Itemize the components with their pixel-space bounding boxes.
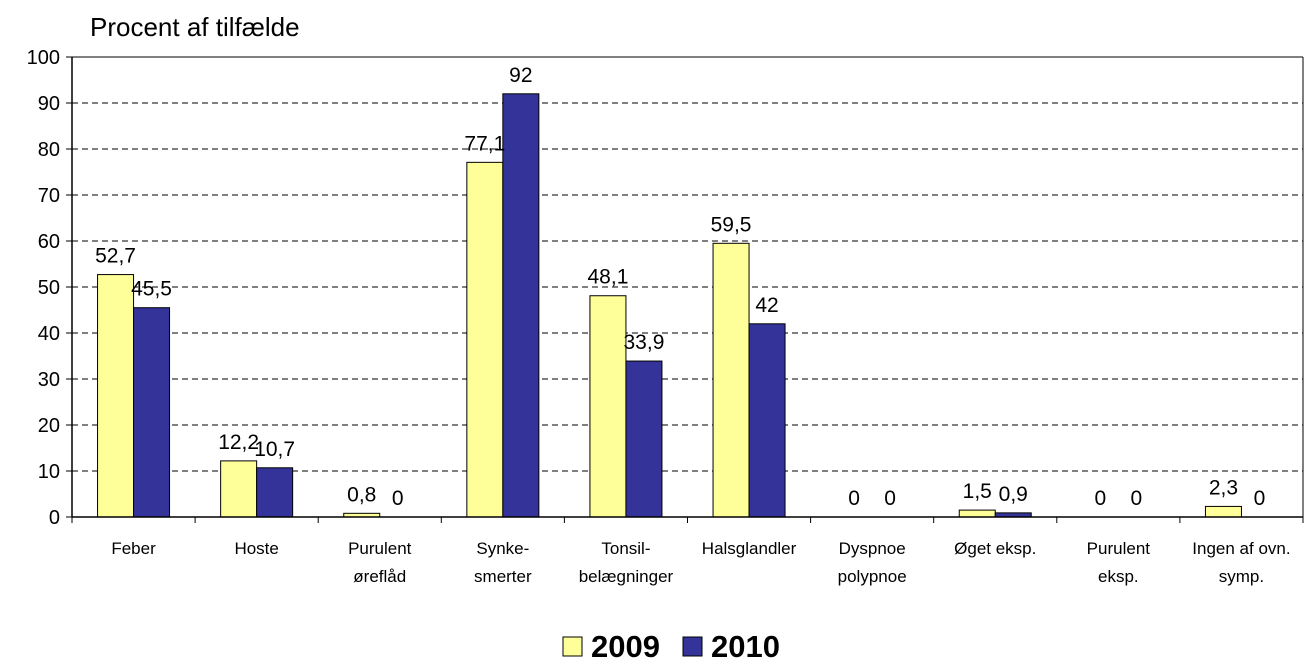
data-label-2010: 0,9 [999,483,1028,506]
data-labels: 52,7 12,2 0,8 77,1 48,1 59,5 0 1,5 0 2,3 45,5 10,7 0… [95,64,1265,510]
data-label-2009: 48,1 [588,266,629,289]
data-label-2009: 12,2 [218,431,259,454]
y-tick-label: 0 [49,507,60,529]
bar-2009 [97,274,135,518]
data-label-2010: 42 [755,294,778,317]
category-label: Synke-smerter [474,539,532,586]
category-label-line: Tonsil- [601,539,650,558]
data-label-2010: 0 [1254,487,1266,510]
data-label-2009: 52,7 [95,245,136,268]
category-label: Øget eksp. [954,539,1036,558]
category-label: Dyspnoe polypnoe [838,539,907,586]
data-label-2009: 0,8 [347,483,376,506]
category-labels: Feber Hoste Purulent øreflåd Synke-smerter To… [111,539,1290,586]
y-tick-label: 30 [38,369,60,391]
category-label: Feber [111,539,156,558]
data-label-2009: 0 [1095,487,1107,510]
bar-2010 [748,323,786,518]
data-label-2010: 0 [392,487,404,510]
category-label-line: øreflåd [353,567,406,586]
data-label-2009: 1,5 [963,480,992,503]
bar-2009 [589,295,627,518]
y-tick-label: 70 [38,185,60,207]
y-tick-label: 80 [38,139,60,161]
data-label-2010: 0 [1131,487,1143,510]
data-label-2010: 92 [509,64,532,87]
gridlines [72,56,1303,472]
bars [97,93,1242,518]
category-label-line: Feber [111,539,156,558]
category-label: Halsglandler [702,539,797,558]
bar-2010 [256,467,294,518]
data-label-2010: 0 [884,487,896,510]
data-label-2009: 77,1 [464,132,505,155]
data-label-2009: 59,5 [711,213,752,236]
category-label: Purulent øreflåd [348,539,412,586]
axes [66,56,1304,523]
legend-swatch-2009 [562,636,583,657]
data-label-2009: 2,3 [1209,476,1238,499]
y-tick-label: 50 [38,277,60,299]
y-tick-label: 20 [38,415,60,437]
data-label-2009: 0 [848,487,860,510]
category-label-line: smerter [474,567,532,586]
y-tick-label: 60 [38,231,60,253]
category-label-line: Purulent [1087,539,1151,558]
bar-2009 [220,460,258,518]
category-label: Purulent eksp. [1087,539,1151,586]
data-label-2010: 10,7 [254,438,295,461]
category-label-line: eksp. [1098,567,1139,586]
y-tick-label: 10 [38,461,60,483]
category-label-line: Synke- [476,539,529,558]
data-label-2010: 33,9 [624,331,665,354]
category-label-line: belægninger [579,567,674,586]
category-label-line: symp. [1219,567,1264,586]
category-label-line: Halsglandler [702,539,797,558]
legend-label-2010: 2010 [711,629,780,664]
y-tick-label: 40 [38,323,60,345]
bar-2009 [1204,505,1242,518]
y-tick-label: 100 [27,47,60,69]
bar-2010 [625,360,663,518]
bar-2009 [712,242,750,518]
category-label-line: polypnoe [838,567,907,586]
chart-title: Procent af tilfælde [90,12,300,42]
category-label-line: Dyspnoe [839,539,906,558]
category-label: Hoste [234,539,278,558]
y-tick-label: 90 [38,93,60,115]
data-label-2010: 45,5 [131,278,172,301]
bar-2009 [958,509,996,518]
category-label: Tonsil-belægninger [579,539,674,586]
category-label-line: Ingen af ovn. [1192,539,1290,558]
bar-2010 [133,307,171,518]
category-label: Ingen af ovn. symp. [1192,539,1290,586]
category-label-line: Purulent [348,539,412,558]
legend-swatch-2010 [682,636,703,657]
y-tick-labels: 0 10 20 30 40 50 60 70 80 90 100 [27,47,60,529]
legend-label-2009: 2009 [591,629,660,664]
bar-2009 [466,161,504,518]
legend: 2009 2010 [562,629,780,664]
bar-2010 [502,93,540,518]
category-label-line: Hoste [234,539,278,558]
category-label-line: Øget eksp. [954,539,1036,558]
